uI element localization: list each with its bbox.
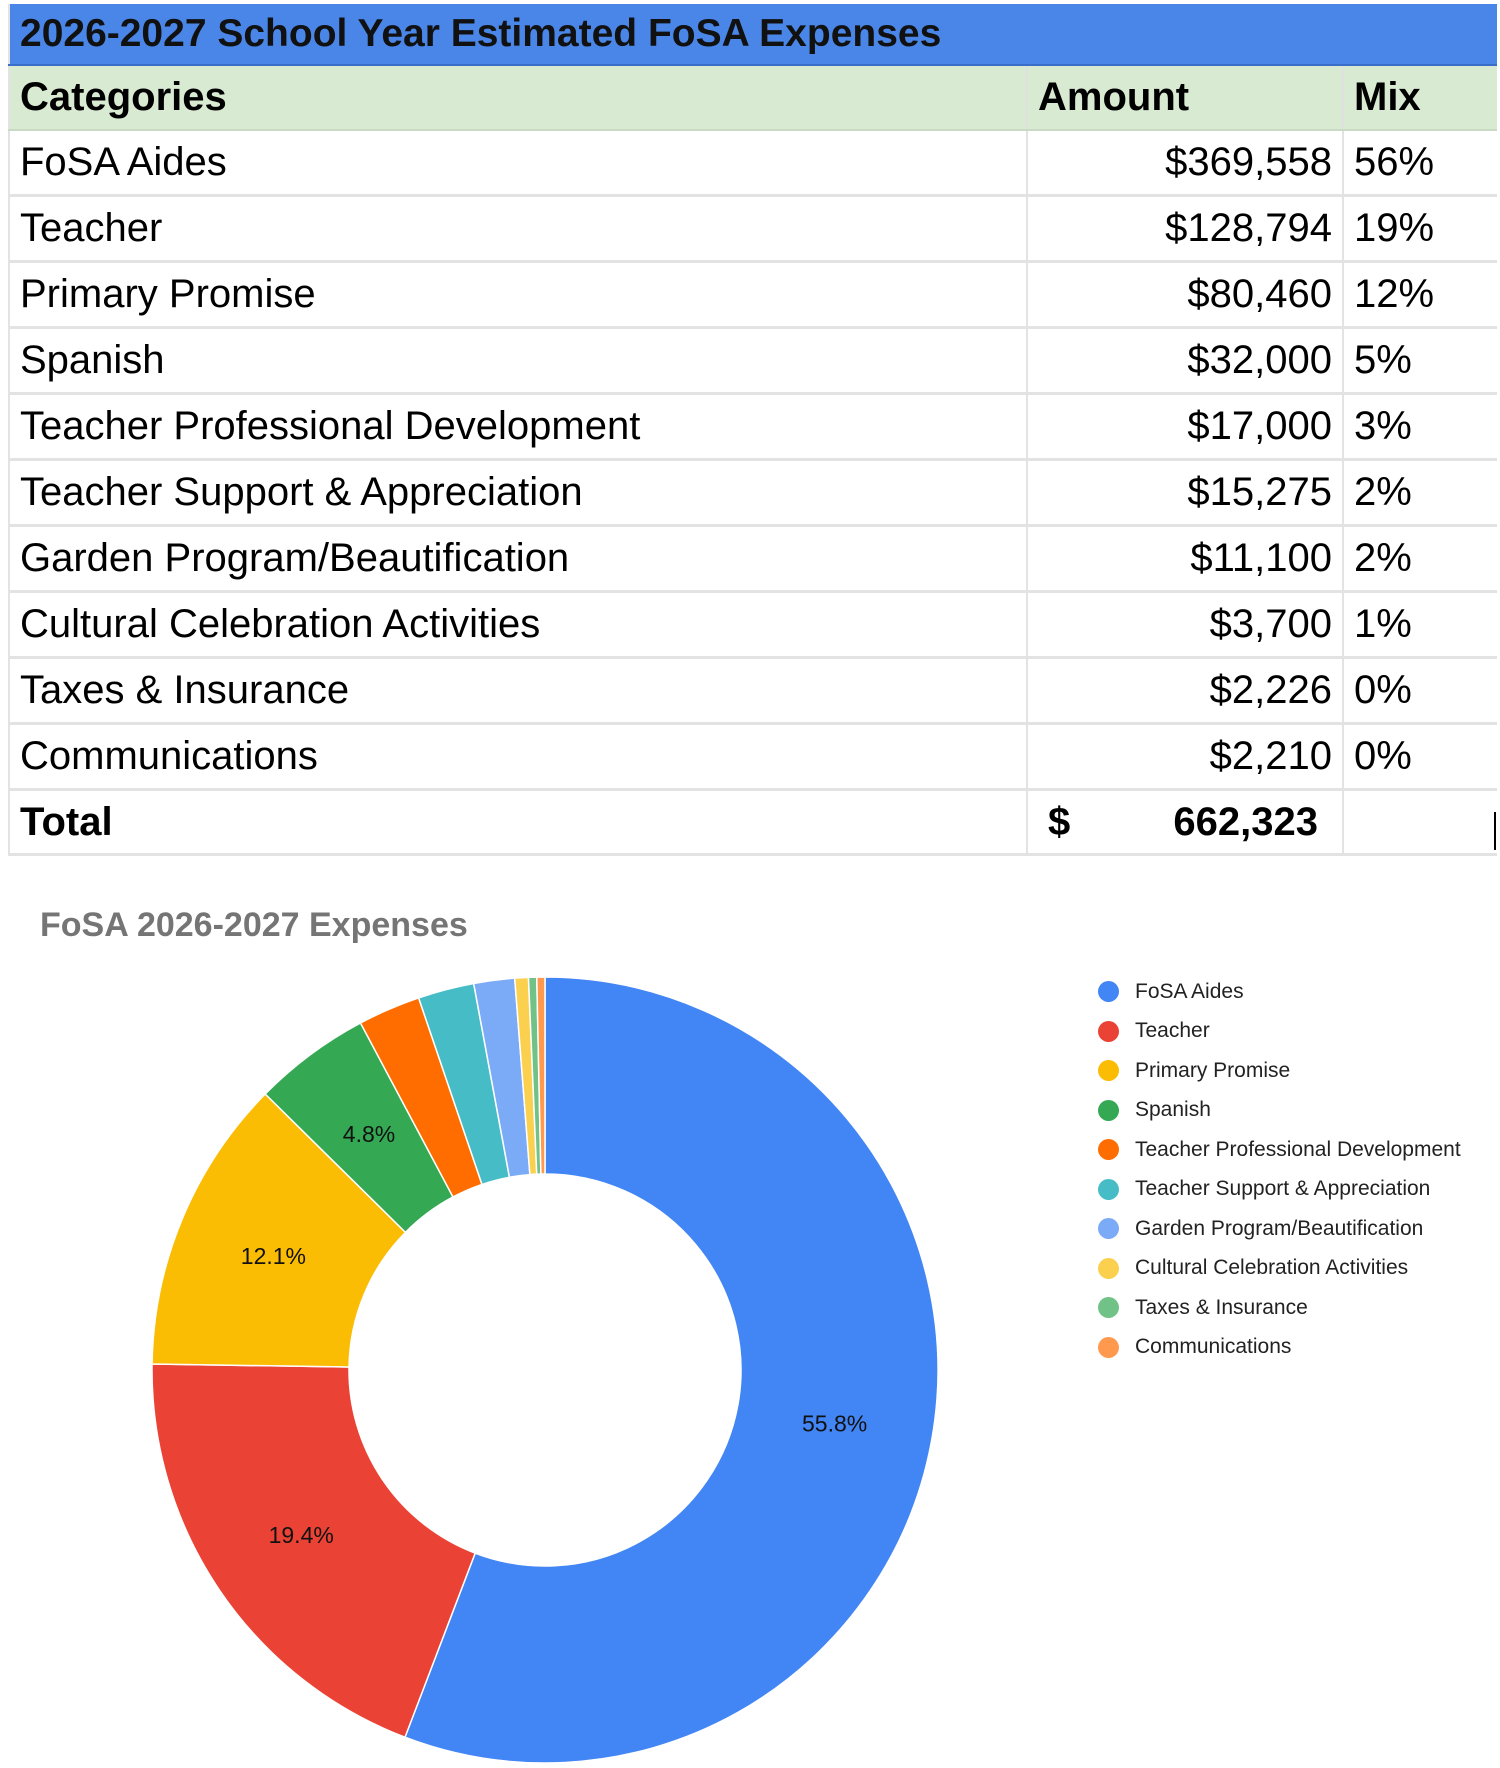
legend-item: Primary Promise	[1098, 1051, 1461, 1091]
slice-primary-promise	[151, 1092, 407, 1368]
donut-chart: 55.8% 19.4% 12.1% 4.8%	[151, 976, 939, 1764]
category-cell: FoSA Aides	[8, 130, 1028, 197]
table-row: Garden Program/Beautification $11,100 2%	[8, 525, 1497, 593]
chart-legend: FoSA Aides Teacher Primary Promise Spanish T…	[1098, 972, 1461, 1367]
header-row: Categories Amount Mix	[8, 65, 1497, 131]
total-row: Total $ 662,323	[8, 789, 1497, 856]
legend-item: Garden Program/Beautification	[1098, 1209, 1461, 1249]
legend-item: FoSA Aides	[1098, 972, 1461, 1012]
legend-swatch	[1098, 1178, 1119, 1200]
slice-teacher	[151, 1363, 477, 1739]
legend-swatch	[1098, 1099, 1119, 1121]
table-row: Teacher $128,794 19%	[8, 195, 1497, 263]
amount-cell: $2,226	[1027, 657, 1344, 725]
legend-label: Teacher	[1135, 1019, 1210, 1043]
amount-cell: $15,275	[1027, 459, 1344, 527]
legend-item: Cultural Celebration Activities	[1098, 1249, 1461, 1289]
category-cell: Primary Promise	[8, 261, 1028, 329]
legend-swatch	[1098, 1336, 1119, 1358]
slice-label: 12.1%	[241, 1243, 306, 1269]
amount-cell: $80,460	[1027, 261, 1344, 329]
expenses-table: 2026-2027 School Year Estimated FoSA Exp…	[8, 4, 1497, 856]
legend-label: Taxes & Insurance	[1135, 1295, 1308, 1319]
legend-label: Teacher Support & Appreciation	[1135, 1177, 1431, 1201]
category-cell: Teacher Support & Appreciation	[8, 459, 1028, 527]
header-mix: Mix	[1343, 65, 1497, 131]
legend-swatch	[1098, 1020, 1119, 1042]
text-cursor	[1494, 812, 1496, 850]
amount-cell: $2,210	[1027, 723, 1344, 791]
legend-label: Teacher Professional Development	[1135, 1137, 1461, 1161]
mix-cell: 2%	[1343, 525, 1497, 593]
legend-label: Spanish	[1135, 1098, 1211, 1122]
table-row: Primary Promise $80,460 12%	[8, 261, 1497, 329]
table-row: FoSA Aides $369,558 56%	[8, 130, 1497, 197]
legend-item: Teacher Support & Appreciation	[1098, 1170, 1461, 1210]
legend-swatch	[1098, 1139, 1119, 1161]
legend-swatch	[1098, 1060, 1119, 1082]
slice-communications	[535, 976, 546, 1175]
total-amount: 662,323	[1173, 799, 1318, 844]
table-body: FoSA Aides $369,558 56% Teacher $128,794 19% P…	[8, 130, 1497, 791]
mix-cell: 56%	[1343, 130, 1497, 197]
category-cell: Spanish	[8, 327, 1028, 395]
legend-item: Spanish	[1098, 1091, 1461, 1131]
header-amount: Amount	[1027, 65, 1344, 131]
amount-cell: $3,700	[1027, 591, 1344, 659]
table-row: Cultural Celebration Activities $3,700 1%	[8, 591, 1497, 659]
category-cell: Cultural Celebration Activities	[8, 591, 1028, 659]
legend-item: Teacher	[1098, 1012, 1461, 1052]
amount-cell: $32,000	[1027, 327, 1344, 395]
mix-cell: 2%	[1343, 459, 1497, 527]
legend-swatch	[1098, 1297, 1119, 1319]
mix-cell: 5%	[1343, 327, 1497, 395]
total-currency: $	[1048, 799, 1071, 844]
category-cell: Communications	[8, 723, 1028, 791]
table-row: Communications $2,210 0%	[8, 723, 1497, 791]
total-amount-cell: $ 662,323	[1027, 789, 1344, 856]
amount-cell: $128,794	[1027, 195, 1344, 263]
slice-label: 19.4%	[269, 1522, 334, 1548]
legend-label: FoSA Aides	[1135, 979, 1244, 1003]
legend-swatch	[1098, 1218, 1119, 1240]
legend-label: Cultural Celebration Activities	[1135, 1256, 1409, 1280]
table-title: 2026-2027 School Year Estimated FoSA Exp…	[8, 4, 1497, 66]
table-row: Spanish $32,000 5%	[8, 327, 1497, 395]
category-cell: Garden Program/Beautification	[8, 525, 1028, 593]
slice-fosa-aides	[404, 976, 939, 1764]
mix-cell: 0%	[1343, 723, 1497, 791]
legend-item: Communications	[1098, 1328, 1461, 1368]
mix-cell: 19%	[1343, 195, 1497, 263]
table-row: Teacher Support & Appreciation $15,275 2%	[8, 459, 1497, 527]
slice-label: 55.8%	[802, 1410, 867, 1436]
table-row: Teacher Professional Development $17,000 3…	[8, 393, 1497, 461]
legend-label: Garden Program/Beautification	[1135, 1216, 1424, 1240]
legend-label: Primary Promise	[1135, 1058, 1291, 1082]
total-mix	[1343, 789, 1497, 856]
legend-swatch	[1098, 981, 1119, 1003]
legend-swatch	[1098, 1257, 1119, 1279]
mix-cell: 0%	[1343, 657, 1497, 725]
category-cell: Taxes & Insurance	[8, 657, 1028, 725]
legend-item: Teacher Professional Development	[1098, 1130, 1461, 1170]
mix-cell: 12%	[1343, 261, 1497, 329]
legend-item: Taxes & Insurance	[1098, 1288, 1461, 1328]
chart-title: FoSA 2026-2027 Expenses	[40, 906, 468, 944]
mix-cell: 3%	[1343, 393, 1497, 461]
amount-cell: $11,100	[1027, 525, 1344, 593]
amount-cell: $17,000	[1027, 393, 1344, 461]
category-cell: Teacher Professional Development	[8, 393, 1028, 461]
legend-label: Communications	[1135, 1335, 1292, 1359]
total-label: Total	[8, 789, 1028, 856]
mix-cell: 1%	[1343, 591, 1497, 659]
table-row: Taxes & Insurance $2,226 0%	[8, 657, 1497, 725]
amount-cell: $369,558	[1027, 130, 1344, 197]
header-categories: Categories	[8, 65, 1028, 131]
slice-label: 4.8%	[343, 1121, 395, 1147]
category-cell: Teacher	[8, 195, 1028, 263]
